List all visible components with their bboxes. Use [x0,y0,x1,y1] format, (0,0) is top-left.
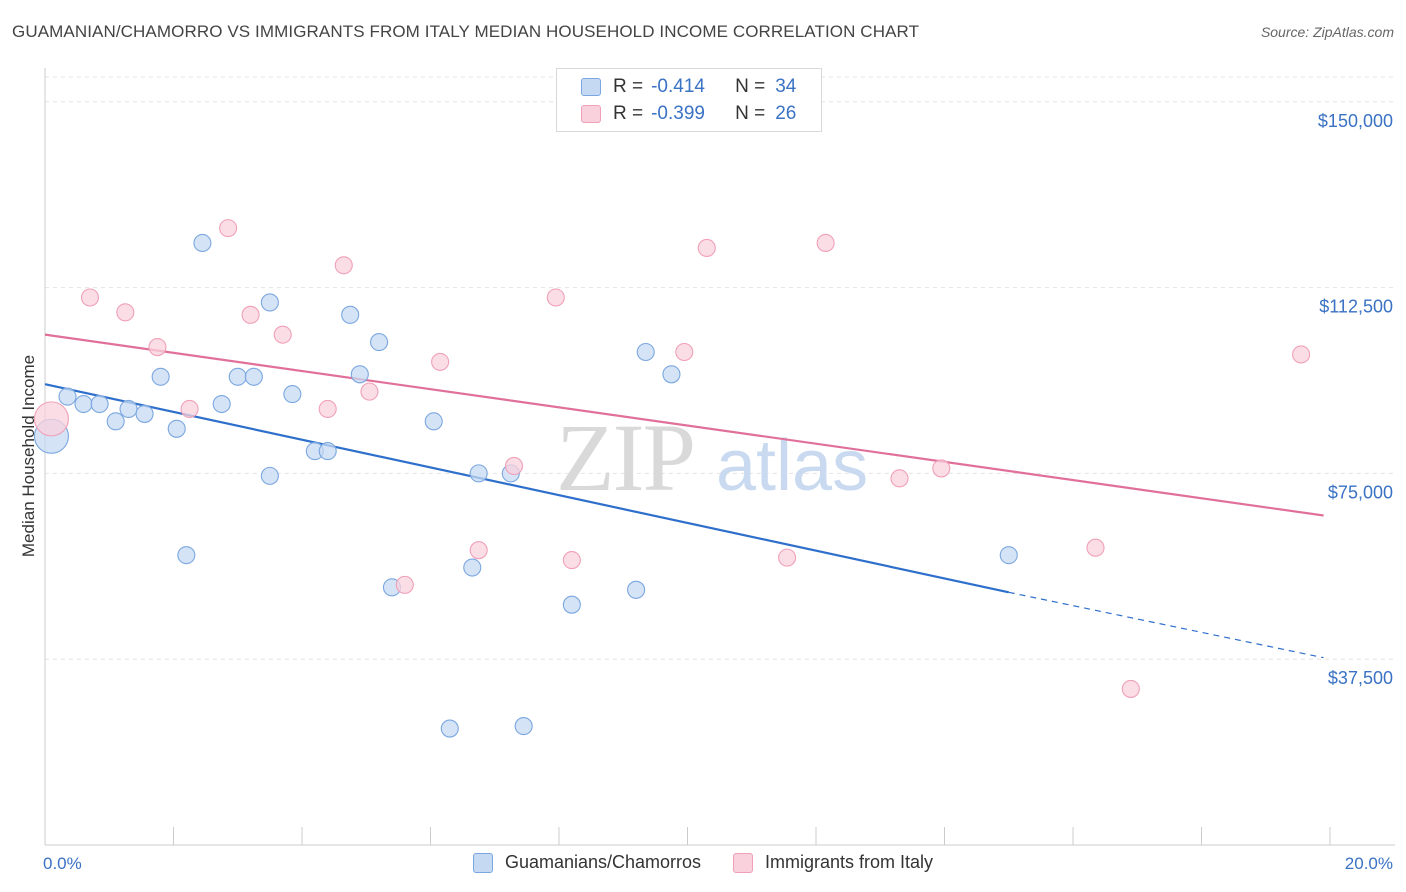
data-point-italy [80,288,100,307]
legend-r-label: R = [613,76,644,97]
y-tick-label: $37,500 [1328,668,1393,688]
legend-swatch-blue [581,78,601,96]
data-point-italy [360,382,379,401]
watermark-zip: ZIP [556,404,694,511]
data-point-guamanian [135,404,154,423]
legend-n-label: N = [735,76,766,97]
data-point-guamanian [193,233,212,253]
data-point-italy [697,238,716,257]
legend-row-guamanian: R = -0.414 N = 34 [581,74,796,100]
data-point-guamanian [636,342,655,362]
data-point-guamanian [106,412,125,431]
data-point-guamanian [370,333,389,352]
data-point-guamanian [177,546,196,565]
data-point-italy [241,305,260,324]
data-point-guamanian [119,399,138,419]
data-point-guamanian [212,394,231,414]
axes [44,68,1395,846]
x-tick-label-min: 0.0% [43,854,82,873]
data-point-guamanian [627,580,646,599]
data-point-guamanian [260,466,279,485]
data-point-guamanian [283,385,302,404]
data-point-guamanian [999,546,1018,565]
data-point-guamanian [341,305,360,324]
data-point-guamanian [167,419,186,438]
chart-title: GUAMANIAN/CHAMORRO VS IMMIGRANTS FROM IT… [12,22,920,41]
y-tick-label: $112,500 [1319,297,1393,317]
watermark-atlas: atlas [716,426,868,506]
data-point-guamanian [90,394,109,414]
legend-n-label: N = [735,103,766,124]
data-point-italy [1121,679,1140,698]
data-point-guamanian [151,367,170,386]
data-point-italy [219,219,238,238]
data-point-guamanian [562,595,581,614]
legend-n-value: 34 [775,76,797,97]
chart-source: Source: ZipAtlas.com [1260,24,1394,40]
data-points [33,219,1311,738]
data-point-guamanian [350,365,369,384]
trend-line-guamanian [44,383,1009,594]
legend-swatch-blue [472,852,493,873]
data-point-italy [562,551,581,570]
y-axis-label: Median Household Income [19,355,38,557]
data-point-guamanian [469,464,488,483]
data-point-italy [33,401,69,437]
data-point-italy [318,399,337,419]
data-point-guamanian [228,367,247,386]
data-point-italy [546,288,565,307]
legend-swatch-pink [733,852,754,873]
data-point-italy [431,352,450,371]
y-tick-label: $75,000 [1328,482,1393,502]
trend-lines [44,333,1324,659]
data-point-guamanian [514,717,533,736]
stats-legend: R = -0.414 N = 34 R = -0.399 N = 26 [556,68,822,132]
data-point-italy [334,256,353,275]
data-point-guamanian [260,293,279,312]
data-point-guamanian [318,442,337,461]
tick-labels: $150,000 $112,500 $75,000 $37,500 0.0% 20.0% [43,111,1393,873]
y-tick-label: $150,000 [1318,111,1393,131]
data-point-italy [1292,345,1311,364]
legend-item-guamanians: Guamanians/Chamorros [472,852,702,873]
legend-label-guamanians: Guamanians/Chamorros [504,852,702,872]
data-point-italy [675,342,694,362]
data-point-italy [778,548,797,567]
data-point-guamanian [440,719,459,738]
data-point-guamanian [58,387,77,406]
legend-label-italy: Immigrants from Italy [765,852,934,872]
data-point-guamanian [244,367,263,386]
series-legend: Guamanians/Chamorros Immigrants from Ita… [0,852,1406,873]
legend-row-italy: R = -0.399 N = 26 [581,101,796,127]
data-point-guamanian [662,365,681,384]
data-point-italy [469,541,488,560]
data-point-italy [148,337,167,357]
legend-r-value: -0.414 [651,76,705,97]
trend-line-italy [44,333,1324,517]
data-point-italy [116,303,135,322]
data-point-guamanian [463,558,482,577]
gridlines [45,76,1395,660]
data-point-italy [504,456,524,476]
legend-swatch-pink [581,105,601,123]
data-point-italy [890,469,909,488]
trend-line-extension [1008,591,1324,659]
data-point-italy [395,575,414,594]
x-tick-label-max: 20.0% [1345,854,1393,873]
data-point-guamanian [74,394,93,414]
data-point-italy [273,325,292,344]
legend-r-value: -0.399 [651,103,705,124]
legend-item-italy: Immigrants from Italy [733,852,933,873]
data-point-italy [180,399,199,419]
legend-r-label: R = [613,103,644,124]
data-point-guamanian [424,412,443,431]
data-point-italy [1086,538,1105,557]
data-point-italy [816,233,835,253]
data-point-italy [932,459,951,478]
watermark: ZIP atlas [556,404,868,511]
legend-n-value: 26 [775,103,797,124]
